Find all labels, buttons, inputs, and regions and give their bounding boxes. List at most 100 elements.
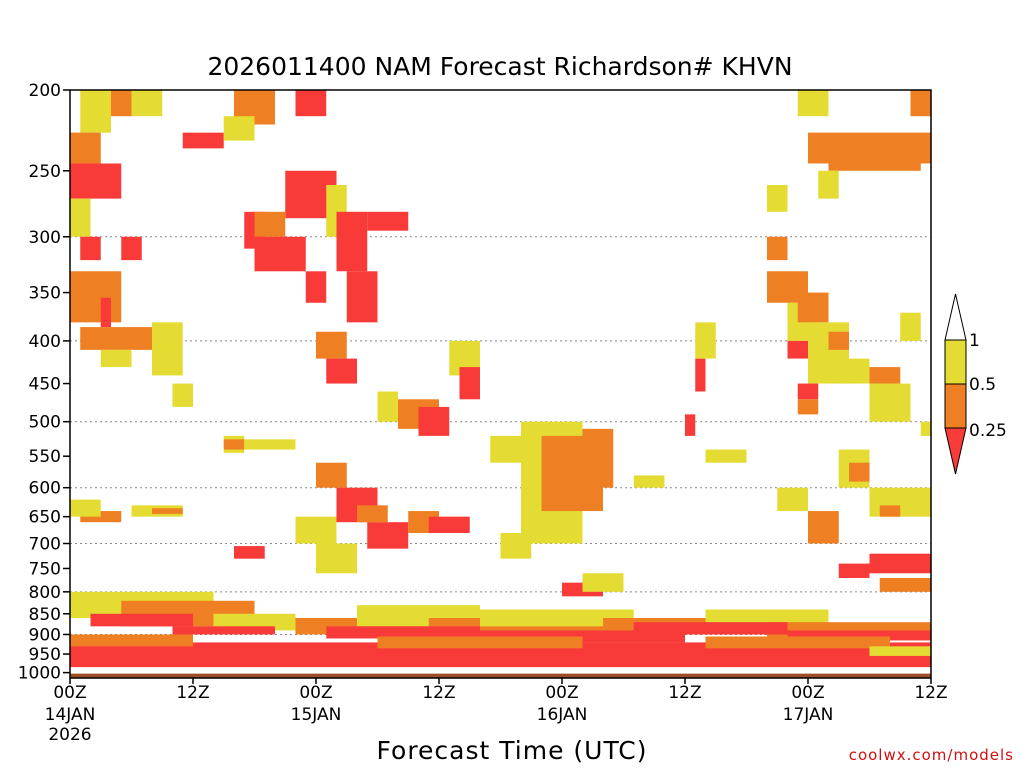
ri-cell-low (90, 613, 193, 627)
ri-cell-high (70, 198, 91, 237)
ri-cell-low (633, 622, 788, 635)
y-tick-label: 1000 (18, 664, 61, 684)
ri-cell-mid (377, 636, 583, 649)
y-tick-label: 700 (29, 534, 61, 554)
ri-cell-low (797, 383, 819, 400)
ri-cell-high (838, 358, 870, 384)
ri-cell-low (685, 414, 696, 436)
ri-cell-mid (879, 505, 901, 517)
ri-cell-mid (869, 367, 901, 384)
ri-cell-high (920, 421, 931, 436)
legend: 1 0.5 0.25 (944, 293, 1007, 475)
ri-cell-high (695, 322, 716, 359)
ri-cell-low (838, 563, 870, 578)
x-tick-label: 12Z (668, 683, 701, 703)
ri-cell-high (295, 516, 337, 544)
y-tick-label: 400 (29, 332, 61, 352)
ri-cell-low (234, 546, 265, 559)
legend-arrow-low (944, 427, 967, 475)
ri-cell-high (316, 543, 357, 574)
chart-title: 2026011400 NAM Forecast Richardson# KHVN (207, 52, 792, 81)
legend-arrow-top (944, 293, 967, 341)
ri-cell-mid (357, 505, 388, 523)
x-axis-label: Forecast Time (UTC) (377, 736, 648, 765)
plot-area (69, 89, 932, 679)
ri-cell-high (633, 475, 665, 488)
ri-cell-high (244, 439, 296, 450)
y-tick-label: 900 (29, 625, 61, 645)
y-tick-label: 600 (29, 479, 61, 499)
ri-cell-high (70, 499, 101, 517)
ri-cell-low (346, 271, 378, 323)
ri-cell-high (705, 609, 829, 627)
ri-cell-high (900, 312, 921, 341)
x-tick-label: 12Z (914, 683, 947, 703)
ri-cell-low (182, 132, 224, 149)
ri-cell-low (418, 406, 450, 436)
ri-cell-high (152, 322, 183, 376)
x-tick-label: 00Z (299, 683, 332, 703)
ri-cell-mid (70, 634, 193, 647)
legend-label-0-5: 0.5 (969, 375, 996, 395)
ri-cell-mid (70, 132, 101, 164)
ri-cell-mid (111, 90, 132, 117)
y-tick-label: 750 (29, 559, 61, 579)
ri-cell-low (305, 271, 327, 303)
ri-cell-low (336, 211, 368, 272)
ri-cell-low (70, 163, 122, 199)
ri-cell-mid (797, 292, 829, 323)
ri-cell-high (767, 184, 788, 212)
x-tick-label: 2026 (48, 725, 91, 745)
ri-cell-high (223, 116, 255, 141)
y-tick-label: 800 (29, 583, 61, 603)
x-tick-label: 15JAN (291, 705, 342, 725)
legend-label-0-25: 0.25 (969, 421, 1007, 441)
ground-layer (70, 671, 931, 678)
ri-cell-mid (849, 462, 870, 482)
ri-cell-high (500, 533, 532, 559)
x-tick-label: 00Z (53, 683, 86, 703)
ri-cell-high (100, 349, 132, 368)
ri-cell-low (787, 630, 931, 641)
ri-cell-high (213, 613, 296, 631)
y-tick-label: 650 (29, 508, 61, 528)
x-tick-label: 16JAN (537, 705, 588, 725)
ri-cell-mid (910, 90, 931, 117)
ri-cell-mid (254, 211, 286, 237)
y-tick-label: 500 (29, 413, 61, 433)
ri-cell-low (326, 626, 480, 639)
ri-cell-high (377, 391, 398, 422)
ri-cell-mid (828, 148, 921, 171)
ri-cell-low (367, 211, 409, 231)
ri-cell-high (869, 646, 931, 656)
credit-link[interactable]: coolwx.com/models (849, 746, 1014, 764)
ri-cell-low (295, 90, 327, 117)
legend-bin-mid (944, 383, 967, 429)
ri-cell-low (428, 516, 470, 534)
ri-cell-high (797, 90, 829, 117)
y-tick-label: 550 (29, 447, 61, 467)
ri-cell-high (80, 90, 111, 133)
ri-cell-high (869, 383, 911, 422)
ri-cell-high (818, 170, 839, 199)
ri-cell-mid (767, 236, 788, 261)
y-tick-label: 850 (29, 605, 61, 625)
ri-cell-mid (316, 331, 347, 359)
y-tick-label: 200 (29, 81, 61, 101)
ri-cell-high (172, 383, 193, 407)
ri-cell-mid (797, 399, 819, 415)
x-tick-label: 12Z (422, 683, 455, 703)
ri-cell-mid (808, 511, 839, 544)
y-tick-label: 950 (29, 645, 61, 665)
ri-cell-high (490, 435, 521, 463)
ri-cell-mid (705, 636, 890, 649)
ri-cell-high (705, 449, 747, 463)
ri-cell-high (777, 487, 808, 512)
y-tick-label: 350 (29, 284, 61, 304)
ri-cell-low (100, 297, 111, 328)
ri-cell-mid (80, 327, 152, 350)
y-tick-label: 300 (29, 228, 61, 248)
y-tick-label: 250 (29, 162, 61, 182)
ri-cell-high (480, 609, 634, 627)
